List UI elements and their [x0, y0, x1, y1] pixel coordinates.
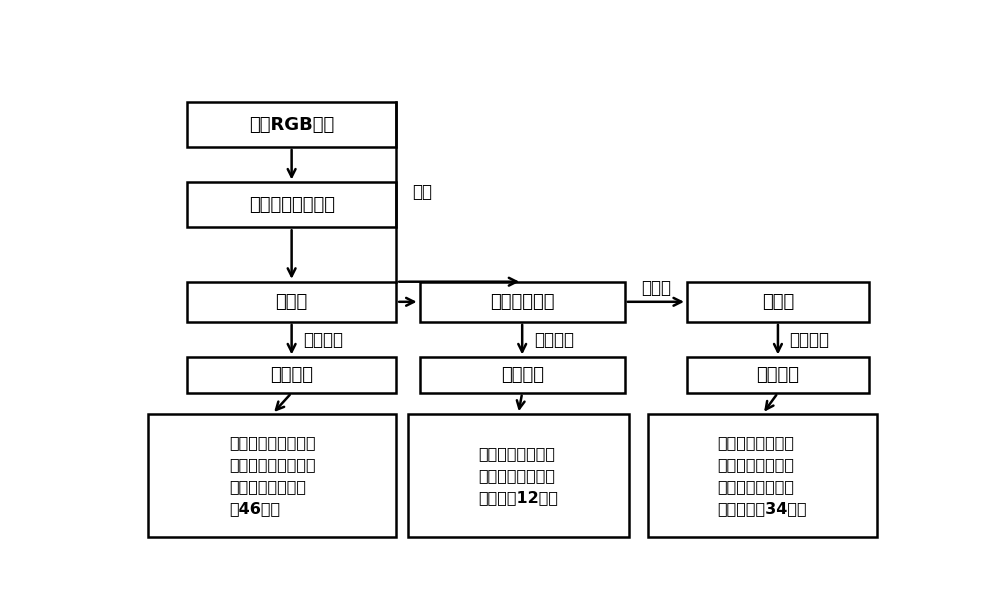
- Bar: [187, 357, 396, 393]
- Bar: [148, 414, 396, 537]
- Text: 特征提取: 特征提取: [303, 330, 343, 349]
- Bar: [187, 282, 396, 322]
- Bar: [187, 182, 396, 227]
- Bar: [687, 357, 869, 393]
- Text: 纹理参数: 纹理参数: [756, 366, 799, 384]
- Text: 灰度图: 灰度图: [762, 293, 794, 311]
- Text: 绿色程度、绿色投
影面积、绿色比例
等（共计12个）: 绿色程度、绿色投 影面积、绿色比例 等（共计12个）: [478, 446, 558, 505]
- Text: 颜色参数: 颜色参数: [501, 366, 544, 384]
- Text: 大豆RGB图像: 大豆RGB图像: [249, 115, 334, 133]
- Bar: [687, 282, 869, 322]
- Text: 灰度化: 灰度化: [641, 279, 671, 297]
- Text: 特征提取: 特征提取: [790, 330, 830, 349]
- Text: 二値图: 二値图: [276, 293, 308, 311]
- Text: 形态参数: 形态参数: [270, 366, 313, 384]
- Text: 三阶矩、一致性、
熵、能量、灰度均
値、灰度熵、梯度
熵等（共计34个）: 三阶矩、一致性、 熵、能量、灰度均 値、灰度熵、梯度 熵等（共计34个）: [718, 435, 807, 516]
- Bar: [187, 102, 396, 147]
- Text: 掩膜: 掩膜: [412, 183, 432, 201]
- Text: 株高、株宽、周长、
叶面积、凸包面积、
总投影面积等（共
计46个）: 株高、株宽、周长、 叶面积、凸包面积、 总投影面积等（共 计46个）: [229, 435, 316, 516]
- Bar: [420, 357, 625, 393]
- Bar: [648, 414, 877, 537]
- Text: 特征提取: 特征提取: [534, 330, 574, 349]
- Bar: [420, 282, 625, 322]
- Text: 精分割彩色图: 精分割彩色图: [490, 293, 554, 311]
- Text: 大豆植株分割模型: 大豆植株分割模型: [249, 196, 335, 214]
- Bar: [408, 414, 629, 537]
